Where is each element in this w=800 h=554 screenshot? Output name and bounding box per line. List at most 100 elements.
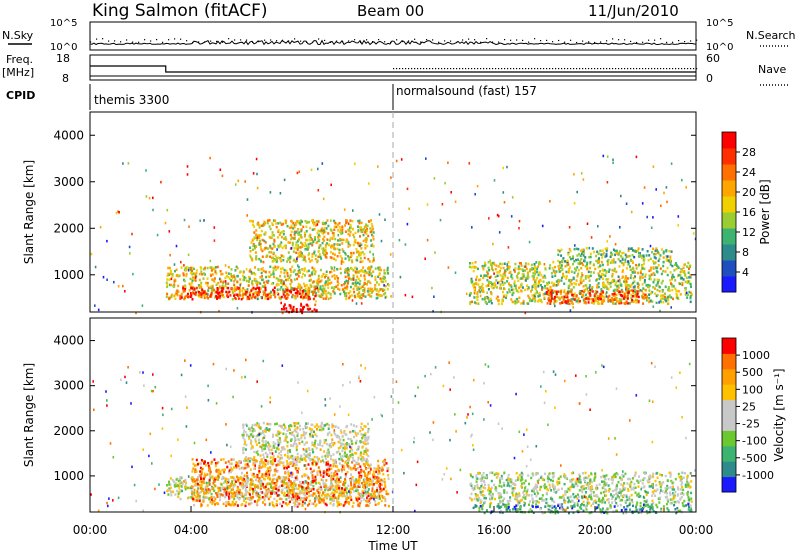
noise-search-dot: [558, 39, 560, 42]
power-cell: [306, 246, 309, 249]
power-cell: [341, 231, 344, 235]
power-cell: [310, 259, 313, 262]
power-cell: [611, 279, 614, 283]
velocity-cell: [328, 468, 331, 471]
velocity-cell: [329, 502, 332, 505]
power-cell: [658, 252, 661, 255]
power-cell: [559, 290, 562, 293]
velocity-cell: [238, 483, 241, 486]
power-cell: [623, 295, 626, 299]
power-cell: [579, 290, 582, 293]
power-cell: [476, 290, 479, 294]
power-cell: [579, 281, 582, 285]
velocity-cell: [199, 490, 202, 494]
cpid-segment-2: normalsound (fast) 157: [396, 84, 537, 98]
velocity-cell: [349, 494, 352, 497]
power-cell: [365, 232, 368, 235]
power-colorbar-segment: [722, 164, 736, 181]
nave-dot: [567, 68, 569, 70]
velocity-cell: [277, 463, 280, 466]
power-cell: [277, 222, 280, 225]
power-cell: [491, 266, 494, 270]
power-cell: [377, 293, 380, 297]
power-cell: [325, 270, 328, 273]
power-sparse-cell: [384, 296, 387, 299]
power-cell: [649, 299, 652, 303]
power-cell: [607, 282, 610, 286]
velocity-cell: [299, 496, 302, 500]
power-cell: [205, 281, 208, 285]
velocity-cell: [385, 492, 388, 496]
power-cell: [636, 282, 639, 285]
velocity-cell: [205, 484, 208, 487]
power-cell: [303, 231, 306, 235]
power-cell: [194, 291, 197, 294]
power-cell: [330, 229, 333, 232]
power-cell: [165, 281, 168, 284]
power-cell: [165, 295, 168, 298]
velocity-cell: [352, 467, 355, 470]
velocity-cell: [205, 492, 207, 495]
power-cell: [661, 288, 664, 292]
noise-search-dot: [618, 39, 620, 41]
power-cell: [264, 284, 267, 287]
power-cell: [321, 231, 324, 235]
power-cell: [309, 238, 312, 241]
velocity-cell: [322, 501, 325, 504]
velocity-cell: [197, 493, 200, 496]
power-cell: [299, 289, 302, 292]
velocity-cell: [234, 494, 236, 497]
power-cell: [327, 283, 329, 286]
power-cell: [481, 297, 484, 301]
power-cell: [635, 263, 638, 267]
power-cell: [484, 261, 486, 265]
velocity-cell: [199, 466, 202, 470]
power-cell: [285, 307, 288, 310]
power-cell: [372, 256, 375, 260]
power-cell: [329, 296, 332, 300]
power-sparse-cell: [354, 162, 356, 165]
power-cell: [660, 281, 663, 285]
velocity-cell: [319, 482, 321, 485]
power-sparse-cell: [279, 192, 282, 195]
power-cell: [510, 275, 513, 278]
power-sparse-cell: [252, 172, 255, 175]
velocity-cell: [338, 485, 341, 488]
velocity-cell: [318, 491, 321, 494]
velocity-cell: [246, 471, 248, 475]
power-cell: [385, 295, 388, 298]
power-cell: [602, 277, 604, 281]
power-cell: [609, 282, 612, 285]
velocity-cell: [238, 490, 241, 494]
power-cell: [569, 299, 572, 302]
velocity-cell: [375, 481, 378, 485]
power-cell: [363, 225, 366, 229]
velocity-cell: [200, 462, 202, 465]
power-cell: [599, 275, 602, 279]
velocity-cell: [246, 475, 249, 478]
velocity-cell: [264, 463, 267, 466]
velocity-cell: [285, 498, 288, 501]
velocity-cell: [323, 498, 325, 502]
nave-dot: [615, 68, 617, 70]
power-cell: [513, 282, 516, 285]
velocity-cell: [240, 476, 243, 480]
power-cell: [591, 247, 594, 250]
velocity-cell: [343, 502, 346, 506]
power-cell: [278, 233, 281, 236]
velocity-cell: [173, 484, 176, 487]
power-cell: [561, 295, 564, 299]
power-cell: [557, 296, 560, 299]
power-cell: [539, 279, 542, 283]
power-cell: [631, 295, 634, 298]
power-sparse-cell: [432, 310, 434, 313]
power-cell: [659, 299, 662, 303]
nave-dot: [600, 68, 602, 70]
power-cell: [653, 253, 656, 256]
power-cell: [558, 290, 561, 293]
velocity-cell: [201, 489, 203, 493]
power-cell: [283, 244, 286, 248]
power-cell: [298, 268, 301, 272]
power-sparse-cell: [276, 248, 278, 251]
power-cell: [552, 291, 555, 294]
